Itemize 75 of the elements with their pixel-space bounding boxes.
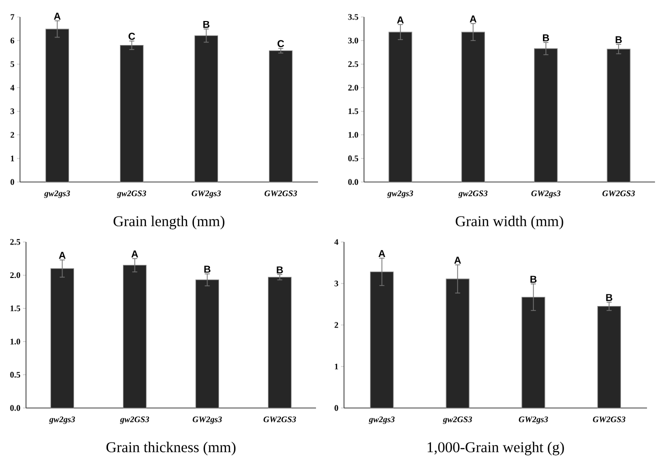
bar [50,268,74,408]
bar [606,48,630,182]
y-tick-label: 5 [10,61,14,68]
annotation: B [542,34,550,42]
bar [122,265,147,408]
y-tick-label: 3 [334,280,338,286]
bar [195,280,220,408]
x-axis-title: Grain length (mm) [114,216,224,230]
annotation: A [131,250,138,258]
y-tick-label: 7 [10,14,14,20]
annotation: C [128,32,136,40]
x-axis-title: 1,000-Grain weight (g) [428,442,564,456]
y-tick-label: 0 [334,405,338,411]
y-tick-label: 2.0 [10,272,20,278]
y-tick-label: 1 [10,156,14,162]
annotation: B [204,266,210,273]
y-tick-label: 1.5 [10,306,20,312]
x-tick-label: gw2GS3 [120,416,150,424]
y-tick-label: 2 [334,322,338,328]
x-tick-label: GW2gs3 [192,190,221,198]
y-tick-label: 0.5 [348,156,358,162]
y-tick-label: 3 [10,108,14,114]
bar [370,272,394,408]
annotation: B [616,36,622,44]
y-tick-label: 1 [334,364,338,370]
annotation: C [278,40,284,48]
y-tick-label: 6 [10,38,14,44]
annotation: A [470,16,476,23]
bar [268,277,292,408]
y-tick-label: 2 [10,132,14,138]
bar [446,278,470,408]
x-tick-label: gw2gs3 [49,416,75,424]
annotation: B [203,21,210,28]
bar [534,48,558,182]
annotation: B [606,294,612,302]
y-tick-label: 3.5 [348,14,358,20]
annotation: A [454,256,461,264]
y-tick-label: 4 [334,239,338,245]
x-tick-label: GW2gs3 [531,190,560,198]
y-tick-label: 3.0 [348,38,358,44]
x-tick-label: gw2gs3 [44,190,70,198]
annotation: A [58,252,66,259]
annotation: A [397,16,404,24]
x-tick-label: GW2GS3 [592,416,626,422]
annotation: A [54,12,61,20]
y-tick-label: 1.0 [348,132,358,138]
x-axis-title: Grain thickness (mm) [106,442,236,456]
y-tick-label: 1.5 [348,108,358,114]
x-tick-label: GW2GS3 [602,190,635,196]
bar [522,297,546,408]
y-tick-label: 2.0 [348,84,358,91]
y-tick-label: 0 [10,179,14,185]
y-tick-label: 1.0 [10,338,20,345]
bar [597,306,621,408]
x-tick-label: GW2GS3 [264,190,297,196]
y-tick-label: 0.0 [10,405,20,412]
x-tick-label: GW2gs3 [192,416,222,424]
x-tick-label: gw2gs3 [368,416,395,424]
x-tick-label: gw2GS3 [458,190,488,198]
y-tick-label: 2.5 [348,61,358,68]
annotation: B [530,276,537,283]
annotation: B [276,266,283,274]
annotation: A [378,250,386,258]
x-tick-label: gw2gs3 [387,190,414,198]
y-tick-label: 4 [10,85,14,91]
y-tick-label: 0.0 [348,179,358,186]
y-tick-label: 2.5 [10,239,20,246]
x-tick-label: GW2gs3 [518,416,548,424]
y-tick-label: 0.5 [10,372,20,378]
bar [461,32,485,182]
x-axis-title: Grain width (mm) [456,216,564,230]
x-tick-label: gw2GS3 [117,190,146,198]
x-tick-label: GW2GS3 [264,416,296,422]
x-tick-label: gw2GS3 [442,416,472,424]
bar [388,32,412,182]
